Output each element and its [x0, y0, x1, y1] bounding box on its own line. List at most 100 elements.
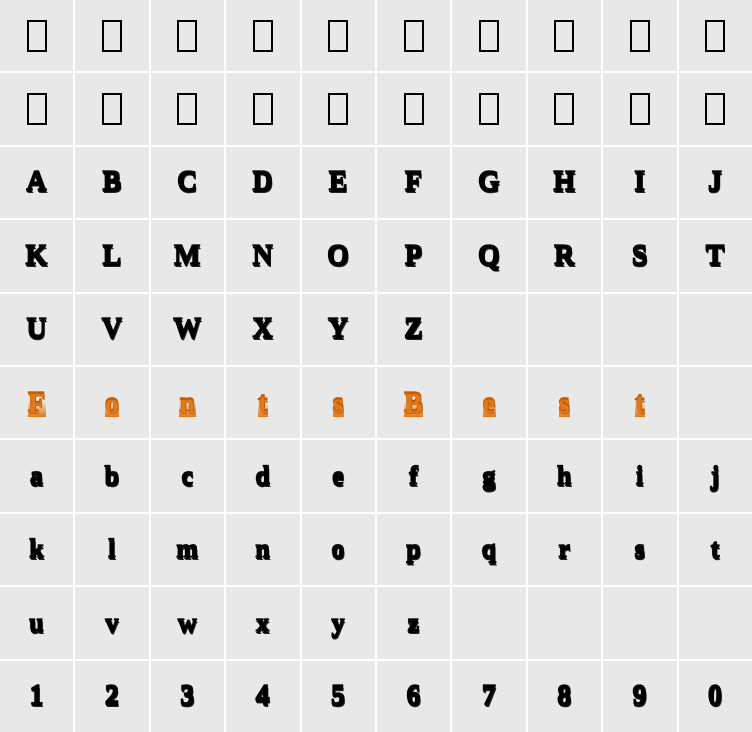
missing-glyph-icon [705, 93, 725, 125]
glyph: B [103, 168, 122, 196]
glyph: O [327, 242, 349, 270]
glyph-cell: M [151, 220, 224, 291]
glyph-cell: f [377, 440, 450, 511]
glyph-cell: d [226, 440, 299, 511]
glyph-cell [603, 587, 676, 658]
glyph-cell: X [226, 294, 299, 365]
glyph: X [253, 315, 274, 343]
glyph-cell [75, 73, 148, 144]
character-map-grid: ABCDEFGHIJKLMNOPQRSTUVWXYZFontsBestabcde… [0, 0, 752, 732]
glyph: s [333, 389, 344, 417]
glyph-cell [226, 73, 299, 144]
glyph: l [108, 536, 116, 562]
glyph-cell: K [0, 220, 73, 291]
missing-glyph-icon [554, 93, 574, 125]
glyph-cell: u [0, 587, 73, 658]
glyph-cell: s [302, 367, 375, 438]
glyph-cell: F [377, 147, 450, 218]
glyph-cell: I [603, 147, 676, 218]
glyph-cell: G [452, 147, 525, 218]
glyph-cell: E [302, 147, 375, 218]
glyph: F [28, 389, 46, 417]
missing-glyph-icon [27, 20, 47, 52]
glyph-cell: L [75, 220, 148, 291]
glyph: 2 [105, 682, 120, 710]
glyph: W [173, 315, 202, 343]
glyph-cell [302, 0, 375, 71]
glyph: J [708, 168, 723, 196]
glyph-cell: F [0, 367, 73, 438]
glyph-cell: g [452, 440, 525, 511]
glyph: 6 [406, 682, 421, 710]
glyph-cell [452, 73, 525, 144]
glyph-cell [151, 0, 224, 71]
glyph: q [482, 536, 497, 562]
glyph-cell: i [603, 440, 676, 511]
glyph-cell: s [528, 367, 601, 438]
glyph-cell: w [151, 587, 224, 658]
missing-glyph-icon [479, 93, 499, 125]
glyph-cell [75, 0, 148, 71]
glyph-cell: s [603, 514, 676, 585]
glyph: n [179, 389, 195, 417]
missing-glyph-icon [102, 20, 122, 52]
glyph-cell [0, 0, 73, 71]
glyph-cell: P [377, 220, 450, 291]
glyph-cell: 5 [302, 661, 375, 732]
glyph: Q [478, 242, 500, 270]
missing-glyph-icon [705, 20, 725, 52]
glyph-cell: j [679, 440, 752, 511]
glyph: i [636, 463, 644, 489]
glyph-cell: C [151, 147, 224, 218]
glyph-cell [226, 0, 299, 71]
missing-glyph-icon [27, 93, 47, 125]
glyph-cell [452, 0, 525, 71]
glyph-cell: m [151, 514, 224, 585]
glyph: 7 [482, 682, 497, 710]
glyph: z [408, 610, 420, 636]
missing-glyph-icon [554, 20, 574, 52]
glyph-cell: S [603, 220, 676, 291]
glyph-cell: B [75, 147, 148, 218]
glyph: a [30, 463, 44, 489]
glyph: F [405, 168, 423, 196]
glyph: x [256, 610, 270, 636]
glyph-cell: J [679, 147, 752, 218]
glyph-cell: Y [302, 294, 375, 365]
glyph-cell: Q [452, 220, 525, 291]
glyph-cell: c [151, 440, 224, 511]
glyph-cell [302, 73, 375, 144]
glyph-cell: l [75, 514, 148, 585]
glyph: o [105, 389, 120, 417]
glyph: s [635, 536, 646, 562]
glyph-cell [452, 294, 525, 365]
glyph: t [258, 389, 268, 417]
glyph-cell [679, 73, 752, 144]
glyph: w [178, 610, 197, 636]
glyph-cell [528, 0, 601, 71]
glyph: C [177, 168, 198, 196]
glyph-cell [452, 587, 525, 658]
glyph-cell: n [226, 514, 299, 585]
glyph-cell: U [0, 294, 73, 365]
glyph-cell: p [377, 514, 450, 585]
glyph: G [478, 168, 500, 196]
missing-glyph-icon [253, 93, 273, 125]
glyph-cell: H [528, 147, 601, 218]
glyph-cell: 3 [151, 661, 224, 732]
glyph-cell: n [151, 367, 224, 438]
glyph: y [332, 610, 346, 636]
missing-glyph-icon [404, 93, 424, 125]
glyph: K [26, 242, 48, 270]
glyph-cell [603, 73, 676, 144]
glyph: b [105, 463, 120, 489]
glyph: 1 [29, 682, 44, 710]
glyph-cell: T [679, 220, 752, 291]
glyph-cell [528, 73, 601, 144]
glyph-cell: 7 [452, 661, 525, 732]
glyph: j [711, 463, 720, 489]
glyph-cell: O [302, 220, 375, 291]
glyph: v [105, 610, 119, 636]
glyph-cell: e [302, 440, 375, 511]
glyph: s [559, 389, 570, 417]
